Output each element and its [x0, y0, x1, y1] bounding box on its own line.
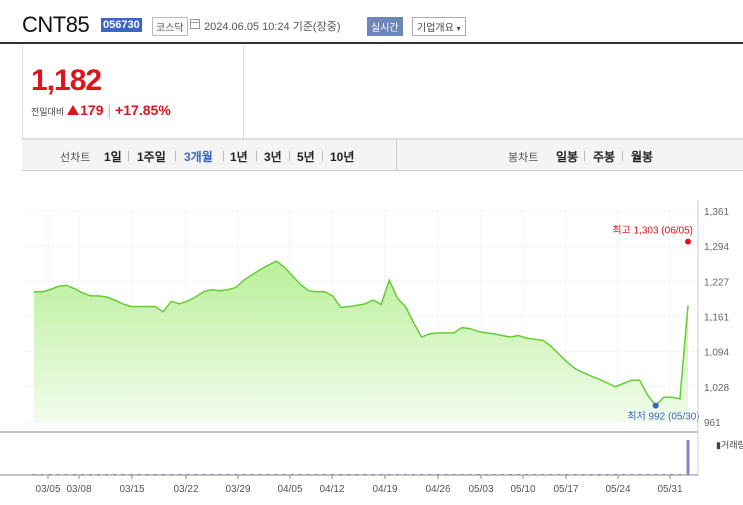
change-label: 전일대비 — [31, 107, 65, 117]
chart-period-tabs: 선차트 1일 1주일 3개월 1년 3년 5년 10년 봉차트 일봉 주봉 월봉 — [22, 139, 743, 171]
x-tick-label: 05/17 — [553, 484, 578, 495]
tab-3y[interactable]: 3년 — [264, 150, 282, 164]
chevron-down-icon: ▾ — [456, 24, 461, 33]
y-tick-label: 1,294 — [704, 242, 729, 253]
tab-1y[interactable]: 1년 — [230, 150, 248, 164]
tab-monthly[interactable]: 월봉 — [631, 150, 654, 164]
y-tick-label: 1,227 — [704, 277, 729, 288]
tab-10y[interactable]: 10년 — [330, 150, 355, 164]
tab-3m[interactable]: 3개월 — [184, 150, 213, 164]
tab-divider — [175, 151, 176, 161]
x-tick-label: 03/15 — [119, 484, 144, 495]
divider: | — [107, 102, 112, 118]
x-tick-label: 05/10 — [510, 484, 535, 495]
y-tick-label: 1,094 — [704, 348, 729, 359]
y-tick-label: 1,361 — [704, 207, 729, 218]
y-tick-label: 961 — [704, 418, 721, 429]
y-tick-label: 1,028 — [704, 383, 729, 394]
price-change: 전일대비 179 | +17.85% — [31, 102, 171, 118]
volume-bar — [686, 440, 690, 475]
tab-divider — [289, 151, 290, 161]
high-marker — [685, 238, 691, 245]
company-overview-button[interactable]: 기업개요 ▾ — [412, 17, 466, 36]
x-tick-label: 05/24 — [605, 484, 630, 495]
x-tick-label: 04/05 — [277, 484, 302, 495]
low-marker — [652, 402, 659, 409]
price-panel: 1,182 전일대비 179 | +17.85% — [22, 46, 244, 139]
tab-divider — [256, 151, 257, 161]
x-tick-label: 03/22 — [173, 484, 198, 495]
x-tick-label: 03/29 — [225, 484, 250, 495]
line-chart-label: 선차트 — [60, 152, 91, 164]
x-tick-label: 04/19 — [372, 484, 397, 495]
x-tick-label: 03/05 — [35, 484, 60, 495]
calendar-icon — [190, 19, 200, 29]
quote-datetime: 2024.06.05 10:24 기준(장중) — [204, 21, 341, 33]
current-price: 1,182 — [31, 64, 102, 97]
x-tick-label: 04/12 — [319, 484, 344, 495]
company-overview-label: 기업개요 — [417, 23, 454, 34]
price-chart[interactable]: 1,361 1,294 1,227 1,161 1,094 1,028 961 최고 1,30… — [0, 190, 743, 505]
tab-1w[interactable]: 1주일 — [137, 150, 166, 164]
low-label: 최저 992 (05/30) — [627, 411, 699, 423]
price-area — [34, 261, 688, 422]
tab-divider — [584, 151, 585, 161]
stock-code: 056730 — [101, 18, 142, 32]
tab-divider — [322, 151, 323, 161]
tab-daily[interactable]: 일봉 — [556, 150, 579, 164]
stock-header: CNT85 056730 코스닥 2024.06.05 10:24 기준(장중)… — [0, 0, 743, 44]
price-panel-extra — [244, 46, 743, 139]
price-line — [33, 260, 689, 407]
tab-1d[interactable]: 1일 — [104, 150, 122, 164]
tab-divider — [622, 151, 623, 161]
x-tick-label: 05/03 — [468, 484, 493, 495]
tab-divider — [128, 151, 129, 161]
tab-group-divider — [396, 140, 397, 171]
market-badge: 코스닥 — [152, 17, 188, 36]
change-amount: 179 — [80, 102, 104, 118]
tab-weekly[interactable]: 주봉 — [593, 150, 616, 164]
stock-name: CNT85 — [22, 12, 90, 37]
tab-5y[interactable]: 5년 — [297, 150, 315, 164]
high-label: 최고 1,303 (06/05) — [612, 225, 693, 237]
realtime-button[interactable]: 실시간 — [367, 17, 403, 36]
y-tick-label: 1,161 — [704, 313, 729, 324]
volume-legend: ▮거래량 — [716, 439, 743, 450]
x-tick-label: 04/26 — [425, 484, 450, 495]
tab-divider — [223, 151, 224, 161]
x-tick-label: 03/08 — [66, 484, 91, 495]
x-tick-label: 05/31 — [657, 484, 682, 495]
change-percent: +17.85% — [115, 102, 171, 118]
candle-chart-label: 봉차트 — [508, 152, 539, 164]
up-arrow-icon — [67, 105, 80, 115]
